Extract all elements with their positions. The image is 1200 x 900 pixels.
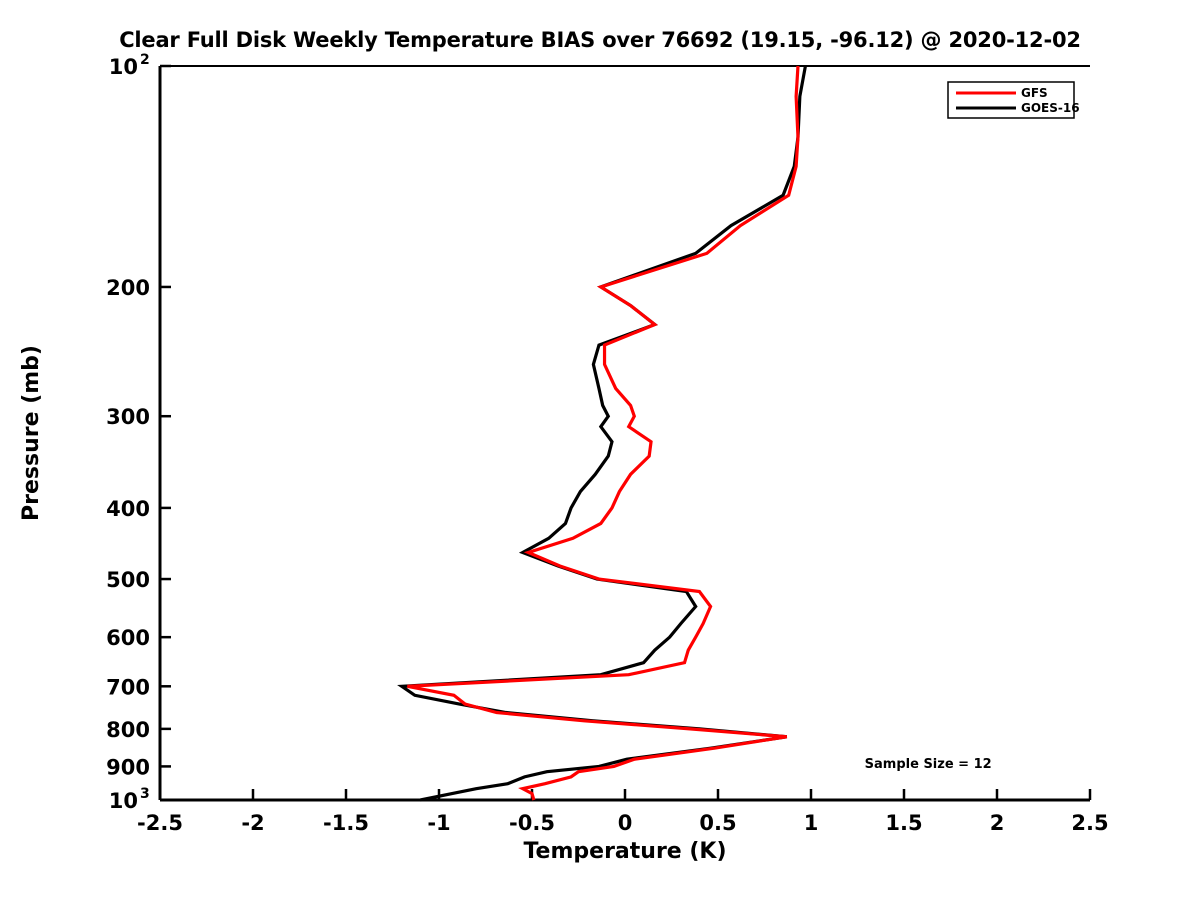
svg-text:200: 200 <box>106 276 150 300</box>
y-tick-label: 400 <box>106 497 150 521</box>
legend-label-gfs: GFS <box>1021 86 1048 100</box>
svg-text:2: 2 <box>140 52 150 68</box>
y-tick-label: 300 <box>106 405 150 429</box>
x-tick-marks: -2.5 -2 -1.5 -1 -0.5 0 0.5 1 1.5 2 2.5 <box>137 789 1109 835</box>
y-axis-label: Pressure (mb) <box>19 345 44 521</box>
svg-text:400: 400 <box>106 497 150 521</box>
svg-text:10: 10 <box>109 55 138 79</box>
sample-size-annotation: Sample Size = 12 <box>865 757 992 772</box>
legend-label-goes16: GOES-16 <box>1021 101 1080 115</box>
y-tick-label: 10 2 <box>109 52 150 79</box>
chart-title: Clear Full Disk Weekly Temperature BIAS … <box>119 28 1081 52</box>
y-tick-label: 10 3 <box>109 786 150 813</box>
legend-box <box>947 81 1075 119</box>
y-tick-label: 700 <box>106 675 150 699</box>
svg-text:700: 700 <box>106 675 150 699</box>
y-tick-label: 500 <box>106 568 150 592</box>
x-tick-label: -0.5 <box>509 811 555 835</box>
y-tick-label: 200 <box>106 276 150 300</box>
svg-text:500: 500 <box>106 568 150 592</box>
y-tick-label: 800 <box>106 718 150 742</box>
x-tick-label: 2.5 <box>1071 811 1108 835</box>
x-axis-label: Temperature (K) <box>523 839 726 864</box>
svg-text:10: 10 <box>109 789 138 813</box>
x-tick-label: -1 <box>427 811 450 835</box>
svg-text:3: 3 <box>140 786 150 802</box>
x-tick-label: 1.5 <box>885 811 922 835</box>
svg-text:300: 300 <box>106 405 150 429</box>
axes <box>158 65 1090 802</box>
data-series-group <box>397 65 807 802</box>
series-line-gfs <box>407 65 800 801</box>
x-tick-label: 0.5 <box>699 811 736 835</box>
x-tick-label: -2.5 <box>137 811 183 835</box>
x-tick-label: 2 <box>990 811 1005 835</box>
x-tick-label: -1.5 <box>323 811 369 835</box>
x-tick-label: -2 <box>241 811 264 835</box>
x-tick-label: 1 <box>804 811 819 835</box>
svg-text:800: 800 <box>106 718 150 742</box>
legend: GFS GOES-16 <box>947 81 1080 119</box>
plot-background <box>160 66 1090 800</box>
svg-text:600: 600 <box>106 626 150 650</box>
x-tick-label: 0 <box>618 811 633 835</box>
annotations-group: Sample Size = 12 <box>865 757 992 772</box>
svg-text:900: 900 <box>106 755 150 779</box>
y-tick-label: 900 <box>106 755 150 779</box>
y-tick-label: 600 <box>106 626 150 650</box>
